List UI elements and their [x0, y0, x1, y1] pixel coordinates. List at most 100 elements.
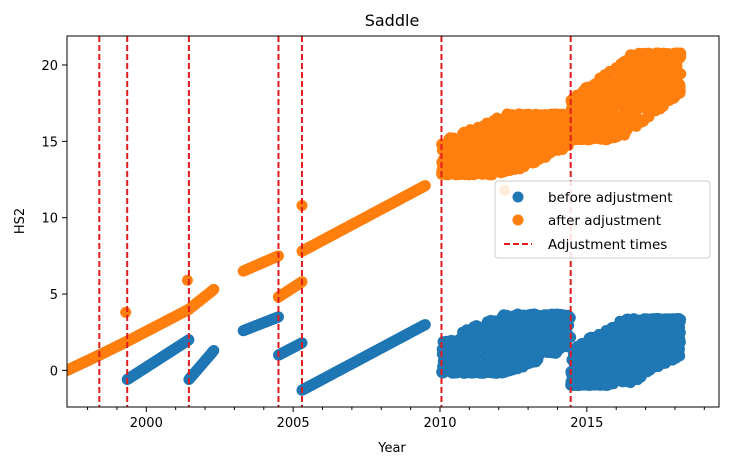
data-point	[496, 147, 508, 159]
data-point	[609, 101, 621, 113]
data-point	[548, 110, 559, 121]
data-point	[594, 72, 606, 84]
data-point	[183, 334, 195, 346]
data-point	[491, 157, 503, 168]
data-point	[445, 352, 457, 364]
data-point	[562, 309, 574, 321]
data-point	[543, 147, 555, 159]
data-point	[120, 306, 132, 318]
data-point	[532, 347, 544, 359]
data-point	[522, 352, 534, 364]
data-point	[599, 132, 611, 144]
data-point	[181, 274, 193, 286]
data-point	[569, 377, 580, 389]
data-point	[637, 66, 649, 78]
data-point	[445, 139, 457, 151]
data-point	[652, 328, 663, 340]
data-point	[525, 338, 537, 349]
data-points	[67, 47, 687, 396]
data-point	[579, 378, 591, 390]
data-point	[644, 319, 655, 330]
data-point	[640, 332, 651, 344]
data-point	[588, 97, 600, 109]
data-point	[635, 360, 647, 372]
data-point	[208, 345, 220, 356]
data-point	[208, 283, 220, 295]
data-point	[472, 346, 483, 358]
x-axis-label: Year	[377, 441, 406, 456]
data-point	[636, 51, 648, 63]
x-tick-label: 2015	[570, 416, 603, 431]
data-point	[671, 329, 683, 341]
data-point	[647, 80, 659, 92]
data-point	[617, 362, 629, 374]
data-point	[673, 48, 685, 59]
data-point	[573, 109, 585, 121]
data-point	[456, 140, 468, 152]
data-point	[593, 356, 605, 368]
data-point	[652, 66, 664, 78]
x-tick-label: 2000	[130, 416, 163, 431]
data-point	[650, 353, 662, 365]
x-tick-label: 2010	[423, 416, 456, 431]
y-tick-label: 20	[41, 59, 58, 74]
data-point	[461, 324, 473, 336]
data-point	[530, 110, 541, 122]
data-point	[609, 341, 621, 353]
data-point	[516, 110, 527, 122]
data-point	[620, 325, 632, 337]
y-tick-label: 0	[50, 364, 58, 379]
data-point	[665, 352, 677, 364]
data-point	[512, 363, 524, 375]
data-point	[619, 87, 630, 99]
data-point	[503, 137, 515, 149]
data-point	[419, 180, 431, 192]
data-point	[631, 112, 643, 124]
data-point	[444, 166, 456, 178]
data-point	[653, 340, 665, 352]
legend-label-before: before adjustment	[548, 190, 673, 206]
data-point	[601, 109, 613, 121]
data-point	[571, 348, 583, 360]
data-point	[540, 128, 551, 140]
data-point	[601, 380, 613, 391]
legend: before adjustment after adjustment Adjus…	[494, 180, 711, 259]
series-1	[67, 47, 687, 376]
data-point	[506, 342, 518, 354]
data-point	[579, 343, 591, 354]
data-point	[466, 148, 478, 160]
data-point	[502, 116, 514, 128]
data-point	[540, 309, 552, 321]
data-point	[548, 329, 560, 341]
data-point	[605, 77, 617, 89]
y-tick-label: 10	[41, 212, 58, 227]
data-point	[595, 366, 607, 378]
data-point	[665, 56, 677, 68]
legend-label-after: after adjustment	[548, 213, 661, 229]
data-point	[519, 139, 531, 151]
data-point	[558, 340, 569, 352]
data-point	[629, 343, 641, 355]
data-point	[467, 335, 479, 347]
data-point	[659, 83, 671, 95]
data-point	[419, 319, 431, 331]
y-axis-label: HS2	[13, 208, 28, 234]
data-point	[482, 364, 494, 376]
legend-label-adjustment: Adjustment times	[548, 237, 667, 253]
data-point	[552, 319, 564, 330]
data-point	[499, 166, 511, 178]
y-tick-label: 15	[41, 135, 58, 150]
data-point	[617, 56, 629, 68]
x-tick-label: 2005	[277, 416, 310, 431]
data-point	[608, 325, 620, 337]
data-point	[477, 161, 489, 173]
data-point	[589, 338, 601, 350]
data-point	[524, 122, 535, 134]
data-point	[571, 95, 583, 107]
data-point	[663, 337, 675, 349]
chart-title: Saddle	[365, 11, 420, 30]
data-point	[580, 124, 592, 136]
data-point	[579, 356, 591, 368]
data-point	[509, 319, 521, 331]
